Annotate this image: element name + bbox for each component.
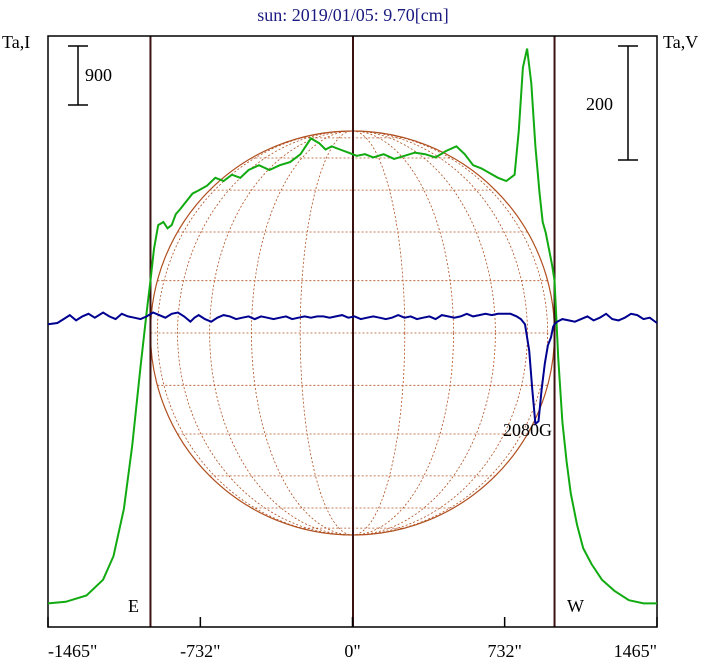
limb-label-east: E (128, 596, 139, 616)
chart-title: sun: 2019/01/05: 9.70[cm] (257, 5, 449, 25)
x-tick-label: 732" (487, 641, 521, 661)
left-scale-bar-label: 900 (85, 65, 112, 85)
x-axis-ticks: -1465" -732" 0" 732" 1465" (47, 617, 658, 661)
x-tick-label: -1465" (48, 641, 97, 661)
right-axis-label: Ta,V (663, 32, 698, 52)
stokes-v-line (47, 311, 658, 426)
right-scale-bar: 200 (586, 45, 638, 161)
left-scale-bar: 900 (68, 45, 112, 106)
limb-label-west: W (567, 596, 584, 616)
limb-lines (149, 36, 556, 627)
x-tick-label: 0" (344, 641, 360, 661)
x-tick-label: -732" (180, 641, 220, 661)
right-scale-bar-label: 200 (586, 94, 613, 114)
field-strength-annotation: 2080G (503, 420, 552, 440)
x-tick-label: 1465" (614, 641, 657, 661)
stokes-i-line (47, 48, 657, 605)
left-axis-label: Ta,I (2, 32, 30, 52)
